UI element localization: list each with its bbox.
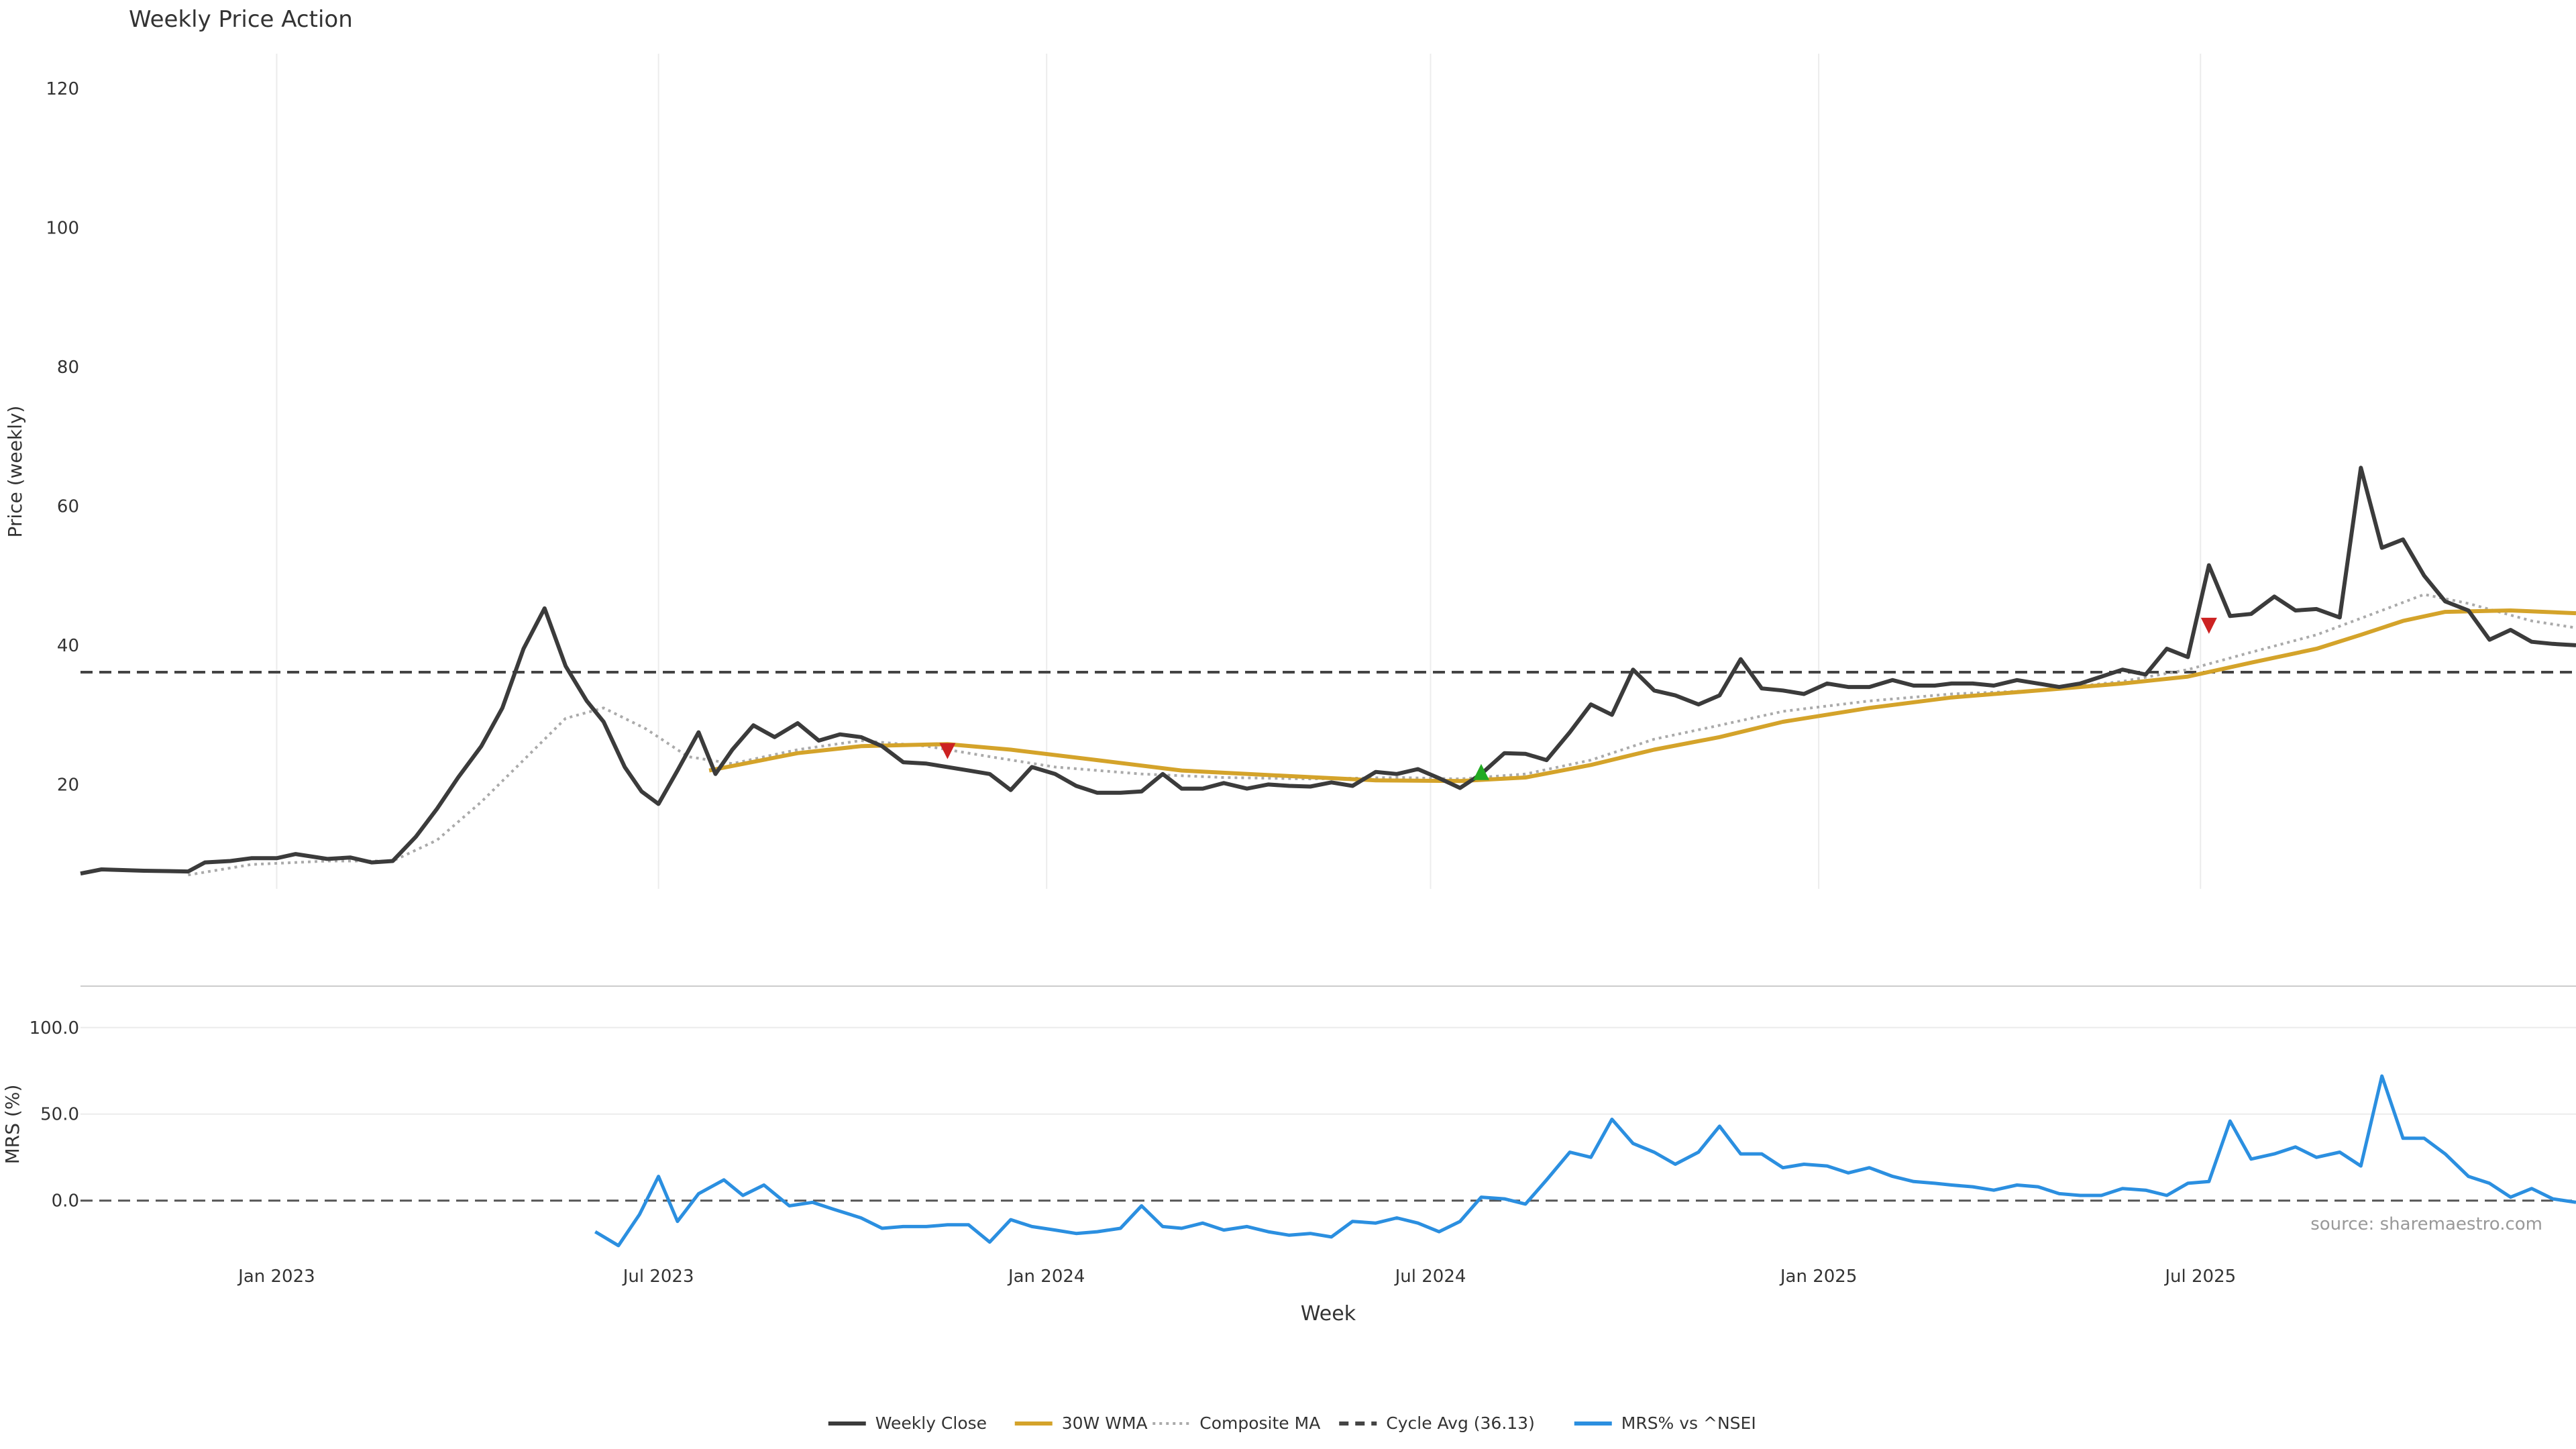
buy-signal-marker (1472, 763, 1489, 780)
price-y-axis-label: Price (weekly) (4, 406, 26, 538)
price-y-tick-label: 40 (57, 636, 79, 656)
x-tick-label: Jan 2023 (237, 1267, 315, 1287)
mrs-grid (80, 1026, 2576, 1115)
mrs-y-axis: 0.0 50.0 100.0 (30, 1018, 79, 1212)
legend-label-cycle-avg-36-13: Cycle Avg (36.13) (1386, 1413, 1535, 1433)
mrs-y-tick-label: 0.0 (52, 1191, 79, 1212)
x-tick-label: Jul 2025 (2163, 1267, 2236, 1287)
price-y-axis: 20 40 60 80 100 120 (46, 79, 79, 796)
x-tick-label: Jul 2023 (622, 1267, 694, 1287)
mrs-y-tick-label: 50.0 (40, 1105, 79, 1125)
sell-signal-marker (939, 743, 956, 759)
sell-signal-marker (2200, 617, 2217, 634)
legend-label-composite-ma: Composite MA (1199, 1413, 1320, 1433)
price-y-tick-label: 100 (46, 218, 79, 238)
legend-label-30w-wma: 30W WMA (1062, 1413, 1148, 1433)
mrs-y-tick-label: 100.0 (30, 1018, 79, 1038)
price-grid (276, 54, 2202, 889)
price-series (80, 466, 2576, 877)
series-30w-wma (708, 608, 2576, 784)
chart-title: Weekly Price Action (129, 6, 353, 33)
signal-markers (939, 617, 2217, 780)
mrs-series (594, 1074, 2576, 1248)
price-y-tick-label: 120 (46, 79, 79, 99)
price-y-tick-label: 60 (57, 496, 79, 517)
series-weekly-close (80, 466, 2576, 876)
legend-label-weekly-close: Weekly Close (875, 1413, 987, 1433)
x-tick-label: Jan 2024 (1007, 1267, 1085, 1287)
price-y-tick-label: 80 (57, 358, 79, 378)
series-composite-ma (188, 593, 2576, 877)
x-tick-label: Jul 2024 (1394, 1267, 1466, 1287)
legend-label-mrs-vs-nsei: MRS% vs ^NSEI (1621, 1413, 1756, 1433)
series-mrs-vs-nsei (594, 1074, 2576, 1248)
x-tick-label: Jan 2025 (1779, 1267, 1858, 1287)
x-axis: Jan 2023 Jul 2023 Jan 2024 Jul 2024 Jan 2025… (237, 1267, 2236, 1287)
mrs-y-axis-label: MRS (%) (1, 1085, 23, 1165)
price-y-tick-label: 20 (57, 775, 79, 795)
source-annotation: source: sharemaestro.com (2310, 1214, 2542, 1234)
legend: Weekly Close 30W WMA Composite MA Cycle Avg… (828, 1413, 1756, 1433)
x-axis-label: Week (1301, 1302, 1356, 1326)
